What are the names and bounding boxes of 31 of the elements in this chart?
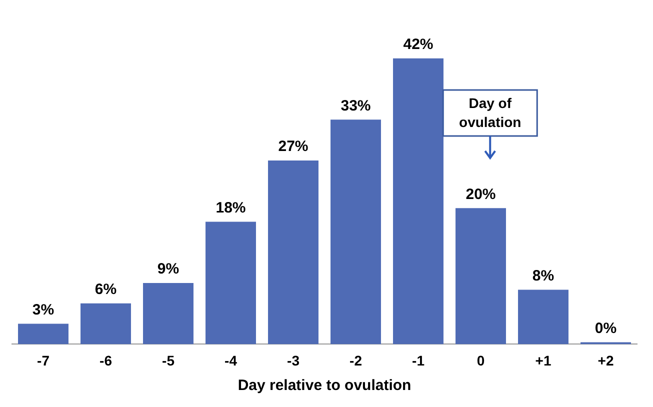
x-tick-label: -5 — [162, 352, 175, 368]
data-label: 0% — [594, 320, 617, 337]
data-label: 9% — [157, 260, 180, 278]
data-label: 3% — [32, 301, 54, 318]
data-label: 27% — [278, 138, 308, 156]
x-tick-label: -6 — [100, 352, 112, 368]
x-axis-title: Day relative to ovulation — [238, 377, 412, 394]
bar — [393, 58, 444, 344]
bar — [518, 290, 568, 344]
x-tick-label: -2 — [350, 352, 362, 368]
x-tick-label: -3 — [287, 352, 300, 368]
data-label: 33% — [340, 97, 371, 114]
data-label: 42% — [403, 36, 434, 54]
bar — [330, 120, 381, 344]
data-label: 20% — [466, 186, 496, 203]
bar — [206, 222, 256, 344]
bar — [456, 208, 506, 344]
x-tick-label: 0 — [476, 352, 485, 368]
bar — [80, 303, 131, 344]
x-tick-label: -1 — [412, 352, 425, 368]
data-label: 8% — [532, 267, 554, 284]
bar — [268, 160, 318, 344]
annotation: Day of ovulation — [459, 94, 522, 130]
x-tick-label: -4 — [224, 352, 238, 368]
bar — [18, 324, 68, 344]
data-label: 6% — [94, 281, 117, 298]
bar — [143, 282, 194, 344]
x-tick-label: -7 — [37, 352, 50, 368]
x-tick-label: +2 — [598, 352, 614, 368]
x-tick-label: +1 — [535, 352, 552, 368]
data-label: 18% — [216, 199, 246, 216]
